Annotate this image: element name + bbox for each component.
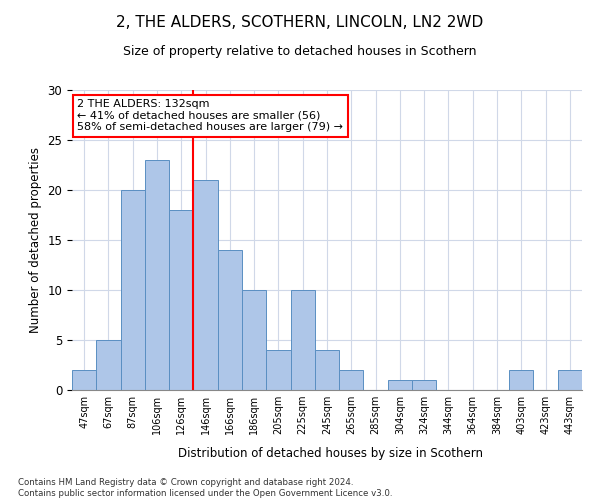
Bar — [509, 370, 533, 390]
Text: Size of property relative to detached houses in Scothern: Size of property relative to detached ho… — [123, 45, 477, 58]
Bar — [193, 180, 218, 390]
Bar — [72, 370, 96, 390]
Text: 2 THE ALDERS: 132sqm
← 41% of detached houses are smaller (56)
58% of semi-detac: 2 THE ALDERS: 132sqm ← 41% of detached h… — [77, 99, 343, 132]
Bar — [339, 370, 364, 390]
Bar — [412, 380, 436, 390]
Bar — [242, 290, 266, 390]
Bar — [388, 380, 412, 390]
Text: 2, THE ALDERS, SCOTHERN, LINCOLN, LN2 2WD: 2, THE ALDERS, SCOTHERN, LINCOLN, LN2 2W… — [116, 15, 484, 30]
Bar — [218, 250, 242, 390]
Bar — [169, 210, 193, 390]
Text: Distribution of detached houses by size in Scothern: Distribution of detached houses by size … — [178, 448, 482, 460]
Bar — [121, 190, 145, 390]
Bar — [96, 340, 121, 390]
Y-axis label: Number of detached properties: Number of detached properties — [29, 147, 42, 333]
Bar — [290, 290, 315, 390]
Bar — [315, 350, 339, 390]
Bar — [266, 350, 290, 390]
Bar — [145, 160, 169, 390]
Text: Contains HM Land Registry data © Crown copyright and database right 2024.
Contai: Contains HM Land Registry data © Crown c… — [18, 478, 392, 498]
Bar — [558, 370, 582, 390]
